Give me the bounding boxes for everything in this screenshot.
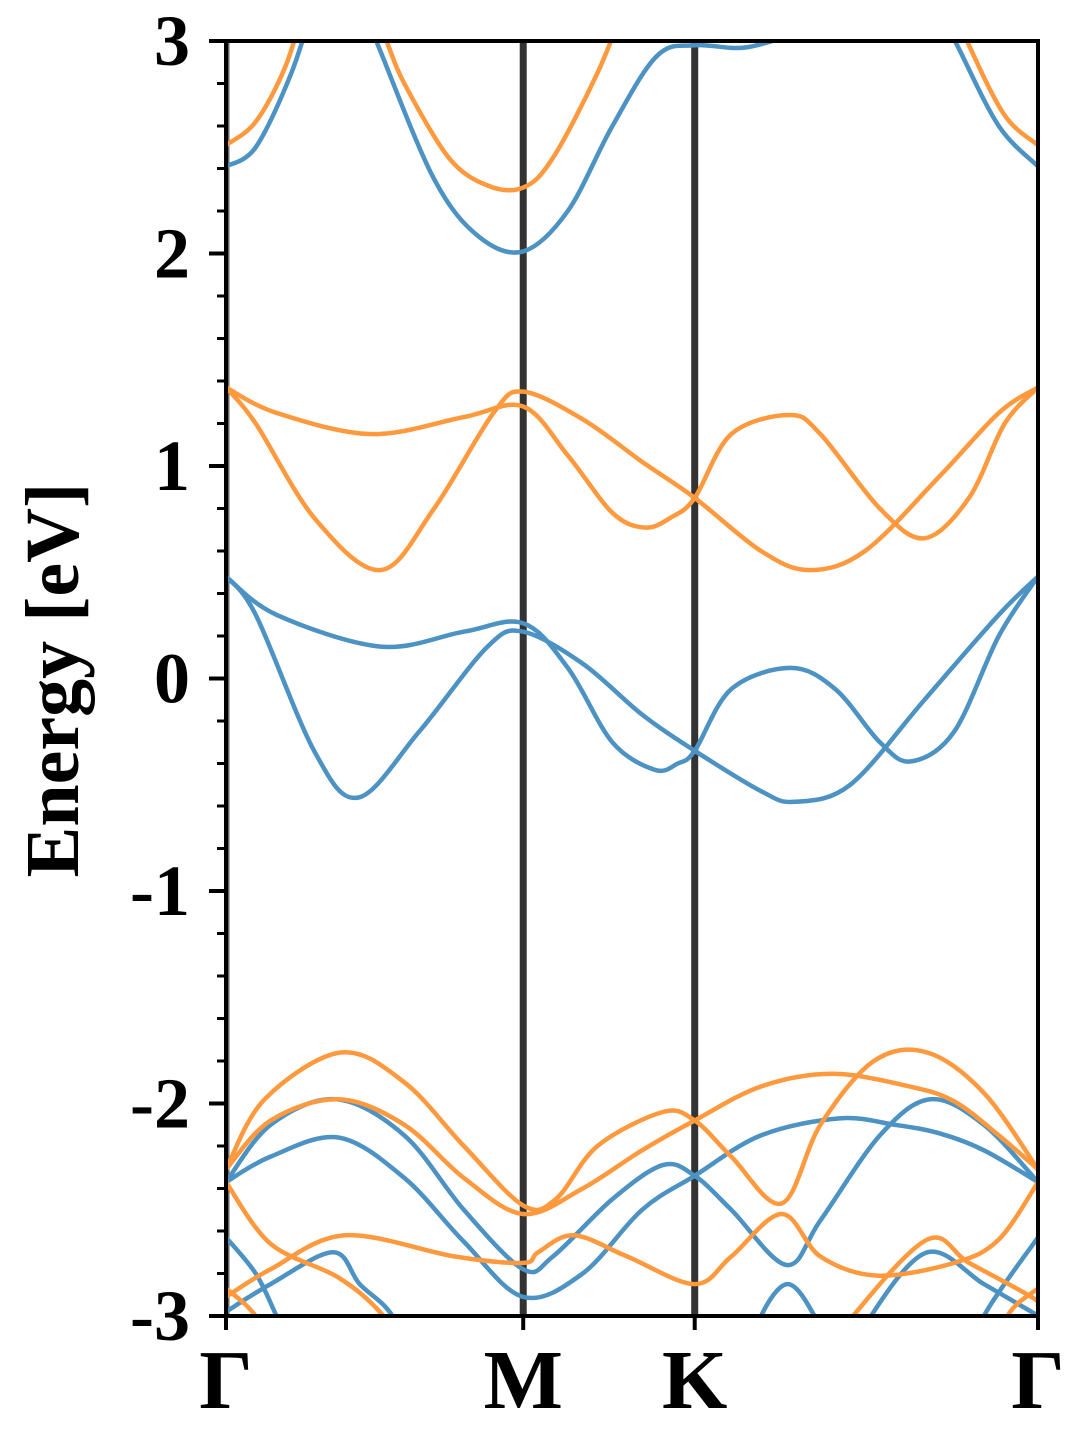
x-tick-label: M <box>484 1334 563 1427</box>
band-line-blue-8 <box>226 1250 395 1316</box>
band-line-orange-0 <box>226 41 297 147</box>
band-line-orange-10 <box>850 1235 1038 1316</box>
band-line-orange-5 <box>226 1047 1038 1213</box>
band-line-blue-2 <box>952 41 1038 169</box>
y-axis-title: Energy [eV] <box>11 483 95 878</box>
bands <box>226 41 1038 1316</box>
y-tick-label: -2 <box>130 1064 190 1144</box>
band-line-orange-9 <box>226 1286 259 1316</box>
y-axis-ticks: 3 2 1 0 -1 -2 -3 <box>130 1 226 1356</box>
band-line-orange-6 <box>226 1071 1038 1217</box>
x-tick-label: K <box>662 1334 727 1427</box>
band-line-orange-4 <box>226 385 1038 573</box>
y-tick-label: 2 <box>154 214 190 294</box>
band-line-blue-4 <box>226 574 1038 805</box>
y-tick-label: 1 <box>154 426 190 506</box>
y-tick-label: 0 <box>154 639 190 719</box>
band-line-blue-7 <box>226 1235 279 1316</box>
band-line-orange-1 <box>384 41 614 193</box>
band-line-blue-6 <box>226 1115 1038 1301</box>
band-line-blue-9 <box>758 1281 818 1316</box>
band-line-blue-0 <box>226 41 305 169</box>
x-tick-label: Γ <box>199 1334 252 1427</box>
x-tick-label: Γ <box>1011 1334 1064 1427</box>
band-line-orange-11 <box>1005 1286 1038 1316</box>
y-tick-label: -1 <box>130 851 190 931</box>
band-line-blue-1 <box>373 41 781 255</box>
band-line-blue-10 <box>868 1249 1038 1316</box>
band-line-orange-2 <box>964 41 1038 147</box>
band-line-orange-3 <box>226 385 1038 541</box>
y-tick-label: 3 <box>154 1 190 81</box>
band-line-orange-8 <box>226 1180 387 1316</box>
band-line-blue-3 <box>226 574 1038 774</box>
y-tick-label: -3 <box>130 1276 190 1356</box>
band-line-orange-7 <box>226 1180 1038 1299</box>
